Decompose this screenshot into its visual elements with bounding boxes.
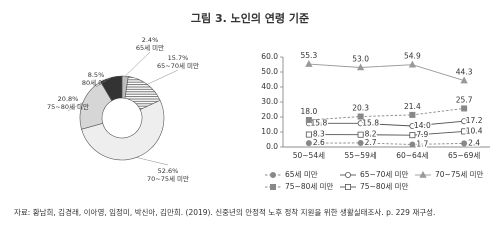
segment-value-label: 20.8% <box>58 95 79 103</box>
value-label: 44.3 <box>456 68 473 77</box>
segment-value-label: 2.4% <box>142 36 159 44</box>
figure: 그림 3. 노인의 연령 기준 자료: 황남희, 김경래, 이아영, 임정미, … <box>0 0 500 233</box>
segment-category-label: 65세 미만 <box>136 43 164 52</box>
x-tick-label: 55~59세 <box>344 151 376 160</box>
marker <box>461 128 468 135</box>
y-tick-label: 50.0 <box>261 67 278 76</box>
value-label: 15.8 <box>311 118 328 127</box>
series-line <box>308 108 465 121</box>
marker <box>357 139 364 146</box>
series-line <box>308 120 465 127</box>
segment-category-label: 80세 이상 <box>82 78 110 87</box>
marker <box>357 131 364 138</box>
legend-marker <box>419 170 427 178</box>
x-tick-label: 60~64세 <box>396 151 428 160</box>
value-label: 2.6 <box>313 138 325 147</box>
segment-category-label: 75~80세 미만 <box>47 102 89 111</box>
leader-line <box>136 157 169 166</box>
marker <box>357 113 364 120</box>
x-tick-label: 50~54세 <box>293 151 325 160</box>
value-label: 20.3 <box>352 104 369 113</box>
y-tick-label: 40.0 <box>261 82 278 91</box>
value-label: 53.0 <box>352 55 369 64</box>
marker <box>408 60 417 68</box>
leader-line <box>67 102 84 112</box>
value-label: 8.3 <box>313 130 325 139</box>
series-line <box>308 130 465 136</box>
source-note: 자료: 황남희, 김경래, 이아영, 임정미, 박신아, 김만희. (2019)… <box>14 207 435 217</box>
marker <box>409 123 416 130</box>
marker <box>305 131 312 138</box>
y-tick-label: 60.0 <box>261 52 278 61</box>
legend-marker <box>269 171 276 178</box>
marker <box>305 140 312 147</box>
segment-category-label: 65~70세 미만 <box>157 61 199 70</box>
value-label: 7.9 <box>416 130 428 139</box>
marker <box>461 118 468 125</box>
donut-segment <box>100 75 123 102</box>
value-label: 2.7 <box>365 138 377 147</box>
value-label: 21.4 <box>404 102 421 111</box>
y-tick-label: 20.0 <box>261 112 278 121</box>
value-label: 2.4 <box>468 138 480 147</box>
marker <box>357 120 364 127</box>
background <box>0 0 500 233</box>
legend-marker <box>269 183 276 190</box>
series-line <box>308 142 465 145</box>
segment-value-label: 52.6% <box>158 167 179 175</box>
marker <box>409 132 416 139</box>
value-label: 55.3 <box>301 51 318 60</box>
value-label: 54.9 <box>404 52 421 61</box>
marker <box>461 105 468 112</box>
value-label: 15.8 <box>362 118 379 127</box>
legend-label: 75~80세 미만 <box>360 182 409 191</box>
series-line <box>308 63 465 81</box>
leader-line <box>147 69 179 85</box>
legend-marker <box>344 171 351 178</box>
leader-line <box>95 77 112 88</box>
leader-line <box>124 51 151 77</box>
legend-marker <box>344 183 351 190</box>
marker <box>460 76 468 84</box>
marker <box>409 111 416 118</box>
x-tick-label: 65~69세 <box>448 151 480 160</box>
value-label: 17.2 <box>466 116 483 125</box>
legend-label: 65세 미만 <box>285 170 318 179</box>
marker <box>409 141 416 148</box>
marker <box>461 140 468 147</box>
marker <box>356 63 365 71</box>
legend-label: 70~75세 미만 <box>435 170 484 179</box>
marker <box>305 60 313 67</box>
y-tick-label: 30.0 <box>261 97 278 106</box>
value-label: 25.7 <box>456 95 473 104</box>
y-tick-label: 0.0 <box>266 142 278 151</box>
legend-label: 65~70세 미만 <box>360 170 409 179</box>
segment-value-label: 8.5% <box>88 71 105 79</box>
y-tick-label: 10.0 <box>261 127 278 136</box>
value-label: 1.7 <box>416 139 428 148</box>
marker <box>305 117 312 124</box>
value-label: 14.0 <box>414 121 431 130</box>
value-label: 18.0 <box>301 107 318 116</box>
segment-category-label: 70~75세 미만 <box>147 174 189 183</box>
value-label: 8.2 <box>365 130 377 139</box>
figure-title: 그림 3. 노인의 연령 기준 <box>191 11 309 25</box>
legend-label: 75~80세 미만 <box>285 182 334 191</box>
donut-segment <box>81 99 165 161</box>
value-label: 10.4 <box>466 126 483 135</box>
segment-value-label: 15.7% <box>168 54 189 62</box>
